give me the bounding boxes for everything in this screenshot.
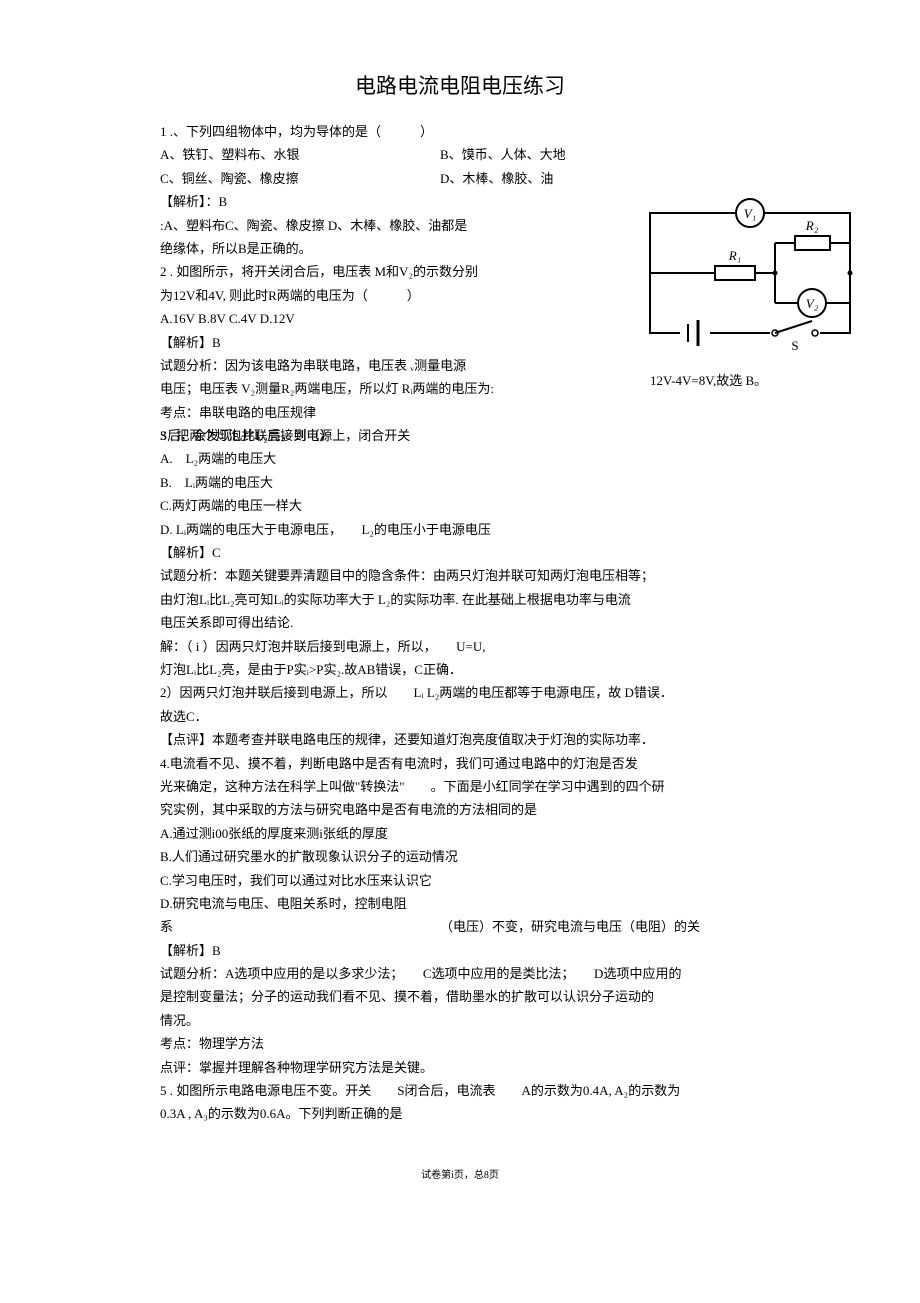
q2-answer-line1: 试题分析：因为该电路为串联电路，电压表 ᵥ测量电源 xyxy=(160,354,720,377)
q4-option-b: B.人们通过研究墨水的扩散现象认识分子的运动情况 xyxy=(160,845,720,868)
figure-caption: 12V-4V=8V,故选 B。 xyxy=(640,370,860,389)
q4-option-d2b: （电压）不变，研究电流与电压（电阻）的关 xyxy=(440,915,700,938)
q4-line3: 究实例，其中采取的方法与研究电路中是否有电流的方法相同的是 xyxy=(160,798,720,821)
q4-line2: 光来确定，这种方法在科学上叫做"转换法" 。下面是小红同学在学习中遇到的四个研 xyxy=(160,775,720,798)
q1-answer-line1: :A、塑料布C、陶瓷、橡皮擦 D、木棒、橡胶、油都是 xyxy=(160,214,720,237)
q1-option-d: D、木棒、橡胶、油 xyxy=(440,167,720,190)
q1-option-c: C、铜丝、陶瓷、橡皮擦 xyxy=(160,167,440,190)
q2-answer-line2: 电压；电压表 V₂测量R₂两端电压，所以灯 Rᵢ两端的电压为: xyxy=(160,377,720,400)
q3-dianping: 【点评】本题考查并联电路电压的规律，还要知道灯泡亮度值取决于灯泡的实际功率． xyxy=(160,728,720,751)
q1-answer-line2: 绝缘体，所以B是正确的。 xyxy=(160,237,720,260)
q3-answer-2: 由灯泡Lᵢ比L₂亮可知Lᵢ的实际功率大于 L₂的实际功率. 在此基础上根据电功率… xyxy=(160,588,720,611)
svg-text:R₁: R₁ xyxy=(728,248,741,263)
q4-dianping: 点评：掌握并理解各种物理学研究方法是关键。 xyxy=(160,1056,720,1079)
q3-option-b: B. Lᵢ两端的电压大 xyxy=(160,471,720,494)
q4-option-d2a: 系 xyxy=(160,915,440,938)
q2-kaodian: 考点：串联电路的电压规律 xyxy=(160,401,720,424)
q2-line2: 为12V和4V, 则此时R两端的电压为（ ） xyxy=(160,284,720,307)
q4-answer-2: 是控制变量法；分子的运动我们看不见、摸不着，借助墨水的扩散可以认识分子运动的 xyxy=(160,985,720,1008)
q3-answer-5: 灯泡Lᵢ比L₂亮，是由于P实ᵢ>P实₂.故AB错误，C正确． xyxy=(160,658,720,681)
q4-kaodian: 考点：物理学方法 xyxy=(160,1032,720,1055)
svg-text:V₁: V₁ xyxy=(744,206,756,221)
circuit-figure: V₁ S R₁ R₂ xyxy=(640,198,860,389)
q3-option-c: C.两灯两端的电压一样大 xyxy=(160,494,720,517)
q4-option-a: A.通过测i00张纸的厚度来测i张纸的厚度 xyxy=(160,822,720,845)
q5-line2: 0.3A , A₃的示数为0.6A。下列判断正确的是 xyxy=(160,1102,720,1125)
q3-option-d: D. Lᵢ两端的电压大于电源电压， L₂的电压小于电源电压 xyxy=(160,518,720,541)
q3-answer-3: 电压关系即可得出结论. xyxy=(160,611,720,634)
q5-line1: 5 . 如图所示电路电源电压不变。开关 S闭合后，电流表 A的示数为0.4A, … xyxy=(160,1079,720,1102)
q2-line1: 2 . 如图所示，将开关闭合后，电压表 M和V₂的示数分别 xyxy=(160,260,720,283)
page-title: 电路电流电阻电压练习 xyxy=(0,70,920,100)
q3-option-a: A. L₂两端的电压大 xyxy=(160,447,720,470)
q1-option-a: A、铁钉、塑料布、水银 xyxy=(160,143,440,166)
q2-options: A.16V B.8V C.4V D.12V xyxy=(160,307,720,330)
page-footer: 试卷第i页，总8页 xyxy=(0,1166,920,1181)
q4-answer-label: 【解析】B xyxy=(160,939,720,962)
q1-stem: 1 .、下列四组物体中，均为导体的是（ ） xyxy=(160,120,720,143)
q4-option-d: D.研究电流与电压、电阻关系时，控制电阻 xyxy=(160,892,720,915)
q4-option-c: C.学习电压时，我们可以通过对比水压来认识它 xyxy=(160,869,720,892)
q2-answer-label: 【解析】B xyxy=(160,331,720,354)
q1-option-b: B、馍币、人体、大地 xyxy=(440,143,720,166)
q4-answer-1: 试题分析：A选项中应用的是以多求少法； C选项中应用的是类比法； D选项中应用的 xyxy=(160,962,720,985)
q4-line1: 4.电流看不见、摸不着，判断电路中是否有电流时，我们可通过电路中的灯泡是否发 xyxy=(160,752,720,775)
q3-answer-label: 【解析】C xyxy=(160,541,720,564)
q3-answer-7: 故选C． xyxy=(160,705,720,728)
svg-text:R₂: R₂ xyxy=(805,218,819,233)
q3-answer-6: 2）因两只灯泡并联后接到电源上，所以 Lᵢ L₂两端的电压都等于电源电压，故 D… xyxy=(160,681,720,704)
svg-text:S: S xyxy=(791,338,798,353)
q4-answer-3: 情况。 xyxy=(160,1009,720,1032)
q1-answer-label: 【解析】：B xyxy=(160,190,720,213)
q3-hanging-text: S后，会发现Lᵢ比L₂亮，则（） xyxy=(160,424,333,447)
q3-answer-1: 试题分析：本题关键要弄清题目中的隐含条件：由两只灯泡并联可知两灯泡电压相等； xyxy=(160,564,720,587)
q3-answer-4: 解：（ i ）因两只灯泡并联后接到电源上，所以， U=U, xyxy=(160,635,720,658)
svg-text:V₂: V₂ xyxy=(806,296,819,311)
